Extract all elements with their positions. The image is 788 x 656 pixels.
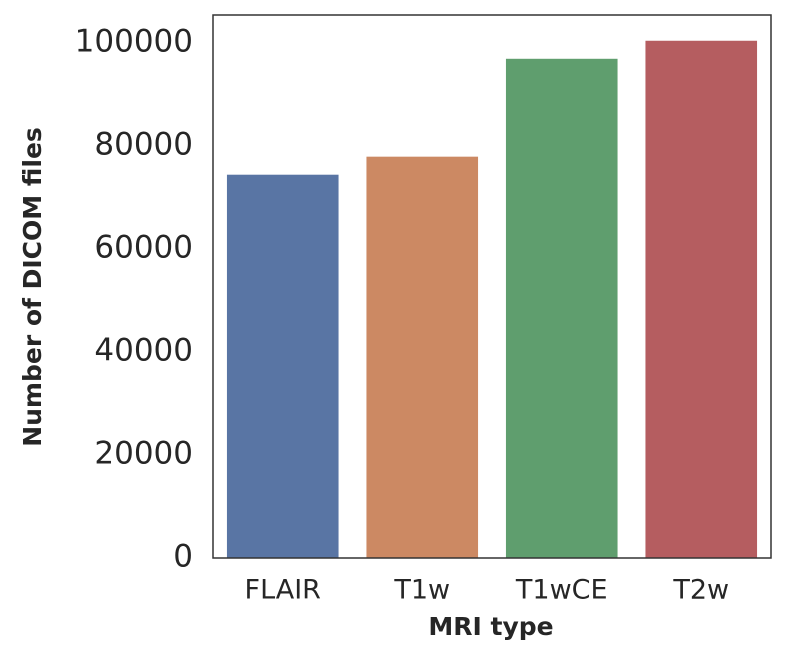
y-tick-label: 80000 (94, 126, 193, 162)
y-tick-label: 20000 (94, 435, 193, 471)
x-tick-label: T2w (672, 575, 729, 606)
y-tick-label: 40000 (94, 332, 193, 368)
bar (505, 58, 618, 559)
y-tick-label: 100000 (75, 23, 193, 59)
x-axis-label: MRI type (428, 612, 553, 641)
y-tick-label: 0 (173, 539, 193, 575)
x-tick-label: FLAIR (245, 575, 321, 606)
y-tick-label: 60000 (94, 229, 193, 265)
bar (226, 174, 339, 559)
bar (645, 40, 758, 558)
bar (366, 156, 479, 559)
y-axis-label: Number of DICOM files (18, 127, 47, 447)
plot-frame (212, 14, 772, 559)
x-tick-label: T1wCE (515, 575, 608, 606)
x-tick-label: T1w (393, 575, 450, 606)
